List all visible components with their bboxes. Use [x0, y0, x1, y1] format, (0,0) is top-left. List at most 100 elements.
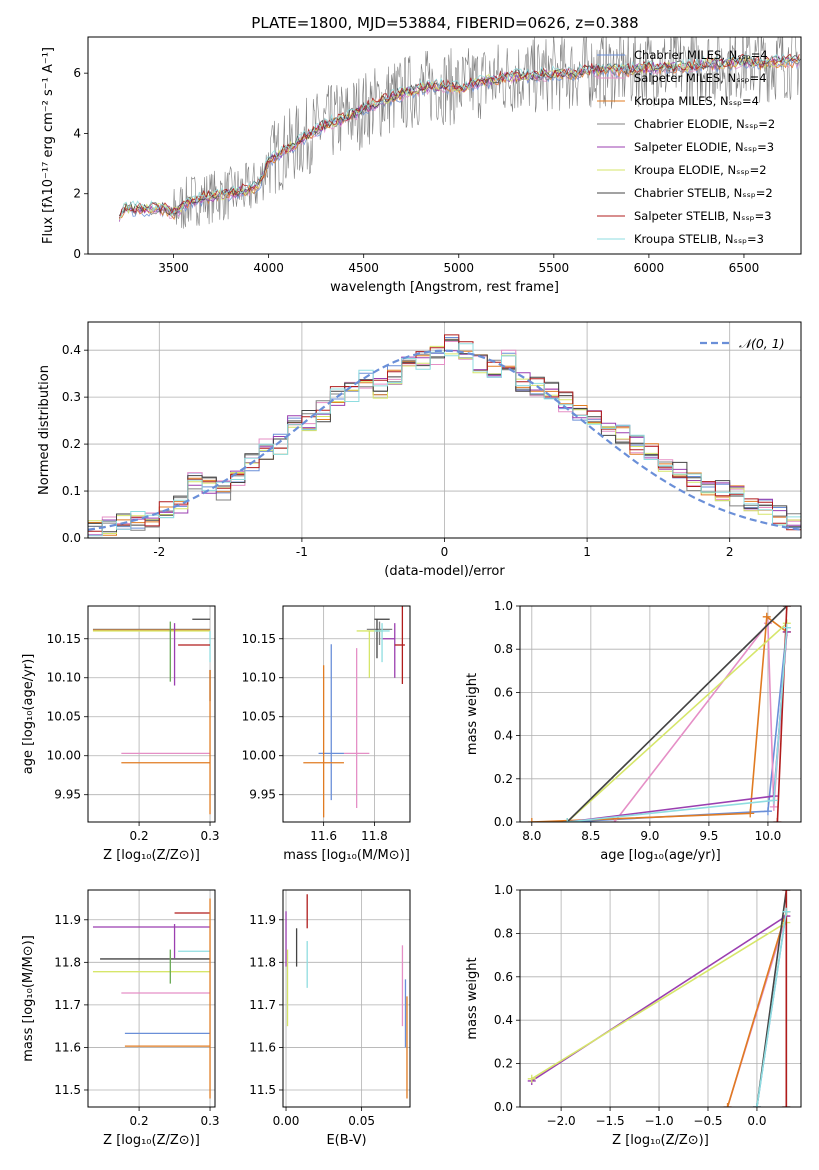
y-tick-label: 11.8	[249, 955, 276, 969]
plot-area	[303, 606, 405, 818]
legend-label: Salpeter STELIB, Nₛₛₚ=3	[634, 209, 772, 223]
y-tick-label: 0.1	[62, 484, 81, 498]
weight-marker	[773, 818, 782, 822]
model-spectrum-line	[119, 56, 800, 217]
weight-marker	[782, 623, 791, 632]
x-tick-label: −1.5	[596, 1114, 625, 1128]
y-tick-label: 10.15	[242, 632, 276, 646]
legend-label: Salpeter MILES, Nₛₛₚ=4	[634, 71, 767, 85]
x-tick-label: 3500	[158, 261, 189, 275]
y-axis-label: mass [log₁₀(M/M⊙)]	[21, 935, 36, 1062]
y-tick-label: 0	[73, 247, 81, 261]
legend: 𝒩(0, 1)	[700, 336, 785, 351]
weight-line	[531, 615, 788, 822]
x-tick-label: 5000	[443, 261, 474, 275]
x-tick-label: 0.00	[273, 1114, 300, 1128]
weight-marker	[763, 619, 772, 628]
weight-line	[566, 622, 788, 822]
weight-marker	[762, 612, 771, 621]
x-tick-label: 0.05	[348, 1114, 375, 1128]
y-tick-label: 11.9	[249, 913, 276, 927]
y-tick-label: 1.0	[494, 883, 513, 897]
legend-label: Chabrier STELIB, Nₛₛₚ=2	[634, 186, 773, 200]
plot-area	[527, 606, 791, 822]
y-tick-label: 10.00	[242, 749, 276, 763]
x-tick-label: 0.3	[200, 1114, 219, 1128]
x-axis-label: Z [log₁₀(Z/Z⊙)]	[612, 1133, 709, 1148]
y-axis-label: Flux [fλ10⁻¹⁷ erg cm⁻² s⁻¹ A⁻¹]	[41, 47, 56, 244]
y-tick-label: 11.9	[54, 913, 81, 927]
weight-line	[613, 621, 788, 822]
y-tick-label: 0.4	[494, 1013, 513, 1027]
axes-frame	[87, 889, 216, 1108]
weight-line	[531, 921, 787, 1080]
weight-marker	[527, 1074, 536, 1083]
legend: Chabrier MILES, Nₛₛₚ=4 Salpeter MILES, Nₛ…	[597, 48, 775, 246]
y-tick-label: 0.3	[62, 390, 81, 404]
x-tick-label: 11.6	[310, 829, 337, 843]
plot-area	[285, 894, 408, 1099]
x-tick-label: 0	[441, 545, 449, 559]
x-tick-label: 0.0	[747, 1114, 766, 1128]
x-tick-label: −2.0	[547, 1114, 576, 1128]
weight-marker	[782, 606, 791, 610]
y-tick-label: 0.2	[494, 772, 513, 786]
weight-line	[726, 911, 788, 1107]
x-tick-label: −1.0	[644, 1114, 673, 1128]
y-axis-label: mass weight	[465, 673, 480, 755]
y-tick-label: 10.10	[242, 671, 276, 685]
plot-area	[527, 890, 791, 1107]
axes-mass_vs_EBV: 0.00 0.05 11.5 11.6 11.7 11.8 11.9 E(B-V)	[249, 889, 411, 1148]
axes-spectrum: 3500 4000 4500 5000 5500 6000 6500 0 2 4 6 waveleng…	[41, 36, 802, 295]
axes-weight_vs_Z: −2.0 −1.5 −1.0 −0.5 0.0 0.0 0.2 0.4 0.6 0.8 1.0 Z […	[465, 883, 802, 1148]
model-spectrum-line	[119, 53, 800, 219]
y-tick-label: 6	[73, 66, 81, 80]
weight-marker	[527, 818, 536, 822]
axes-frame	[519, 605, 802, 823]
axes-frame	[282, 889, 411, 1108]
axes-weight_vs_age: 8.0 8.5 9.0 9.5 10.0 0.0 0.2 0.4 0.6 0.8 1.0 age [l…	[465, 599, 802, 863]
plot-area	[119, 37, 801, 229]
plot-area	[88, 334, 801, 537]
figure-title: PLATE=1800, MJD=53884, FIBERID=0626, z=0…	[251, 14, 638, 32]
x-tick-label: 2	[726, 545, 734, 559]
weight-marker	[763, 807, 772, 816]
normal-curve-line	[88, 349, 801, 531]
y-tick-label: 0.0	[494, 1100, 513, 1114]
weight-line	[566, 606, 788, 822]
x-tick-label: 5500	[539, 261, 570, 275]
y-tick-label: 2	[73, 187, 81, 201]
x-tick-label: 11.8	[361, 829, 388, 843]
y-tick-label: 11.8	[54, 955, 81, 969]
plot-area	[92, 898, 211, 1099]
y-tick-label: 1.0	[494, 599, 513, 613]
axes-frame	[87, 321, 802, 539]
histogram-step-line	[88, 343, 801, 537]
x-tick-label: 0.2	[130, 829, 149, 843]
weight-marker	[782, 1103, 791, 1107]
legend-label: 𝒩(0, 1)	[739, 336, 785, 351]
y-tick-label: 0.0	[62, 531, 81, 545]
x-tick-label: 0.3	[200, 829, 219, 843]
y-tick-label: 4	[73, 126, 81, 140]
legend-label: Salpeter ELODIE, Nₛₛₚ=3	[634, 140, 774, 154]
x-axis-label: Z [log₁₀(Z/Z⊙)]	[103, 1133, 200, 1148]
y-tick-label: 10.10	[47, 671, 81, 685]
legend-label: Kroupa MILES, Nₛₛₚ=4	[634, 94, 759, 108]
x-tick-label: 10.0	[755, 829, 782, 843]
weight-marker	[746, 809, 755, 818]
x-tick-label: -1	[296, 545, 308, 559]
y-tick-label: 0.8	[494, 642, 513, 656]
y-tick-label: 0.6	[494, 970, 513, 984]
y-tick-label: 0.2	[494, 1057, 513, 1071]
axes-frame	[87, 36, 802, 255]
legend-label: Kroupa STELIB, Nₛₛₚ=3	[634, 232, 764, 246]
x-tick-label: 9.5	[699, 829, 718, 843]
model-spectrum-line	[119, 53, 800, 218]
weight-line	[567, 631, 788, 822]
weight-marker	[723, 1103, 732, 1107]
y-axis-label: mass weight	[465, 957, 480, 1039]
x-tick-label: 6500	[729, 261, 760, 275]
axes-frame	[87, 605, 216, 823]
